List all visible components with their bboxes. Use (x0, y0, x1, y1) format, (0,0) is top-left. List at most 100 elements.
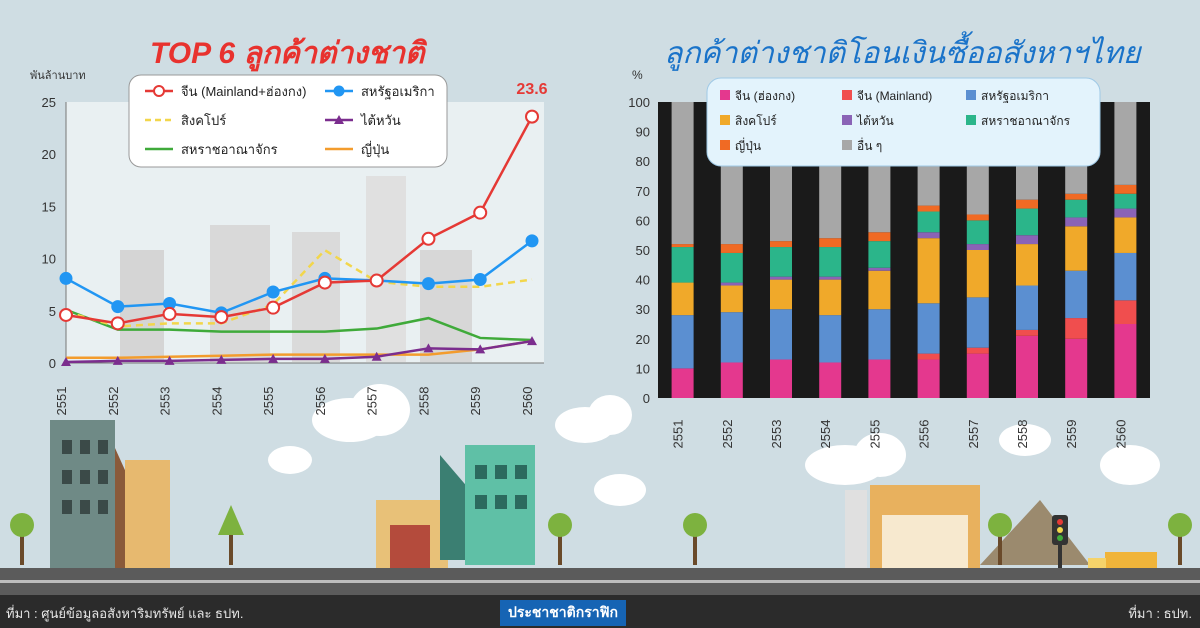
bar-segment-s_hk (770, 359, 792, 398)
bar-legend-label-s_sg: สิงคโปร์ (735, 114, 777, 128)
bar-segment-s_cn (1065, 318, 1088, 339)
bar-segment-s_sg (966, 250, 989, 298)
bar-legend-label-s_other: อื่น ๆ (857, 137, 882, 153)
bar-legend-label-s_us: สหรัฐอเมริกา (981, 89, 1049, 103)
bar-segment-s_cn (1016, 329, 1038, 336)
max-value-annotation: 23.6 (516, 81, 547, 98)
road (0, 568, 1200, 596)
bar-segment-s_jp (868, 232, 891, 242)
bar-segment-s_tw (966, 244, 989, 250)
legend-label-uk: สหราชอาณาจักร (181, 142, 278, 157)
bar-segment-s_us (1114, 252, 1137, 301)
bar-segment-s_uk (868, 241, 891, 268)
y-tick-label: 20 (42, 147, 56, 162)
bar-segment-s_us (966, 297, 989, 348)
data-point-china (162, 306, 177, 321)
bar-y-tick-label: 70 (636, 184, 650, 199)
x-tick-label: 2553 (158, 387, 173, 416)
buildings (50, 420, 1090, 570)
bar-segment-s_us (819, 315, 842, 363)
x-tick-label: 2551 (54, 387, 69, 416)
data-point-usa (163, 296, 177, 310)
bar-segment-s_uk (819, 247, 842, 277)
sky-clouds (268, 384, 1160, 506)
bar-legend-label-s_jp: ญี่ปุ่น (735, 137, 761, 154)
legend-label-singapore: สิงคโปร์ (181, 113, 226, 128)
y-tick-label: 25 (42, 95, 56, 110)
bar-y-tick-label: 10 (636, 361, 650, 376)
bar-x-tick-label: 2551 (671, 420, 686, 449)
bar-segment-s_uk (966, 220, 989, 245)
legend-label-taiwan: ไต้หวัน (360, 113, 401, 128)
data-point-china (473, 205, 488, 220)
legend-marker-china (153, 85, 165, 97)
bar-segment-s_us (770, 309, 792, 360)
bar-segment-s_us (671, 315, 694, 369)
data-point-china (59, 307, 73, 322)
x-tick-label: 2552 (106, 387, 121, 416)
bar-segment-s_cn (966, 347, 989, 354)
bar-segment-s_tw (1016, 235, 1038, 245)
bar-segment-s_us (1016, 285, 1038, 330)
bar-segment-s_tw (1114, 208, 1137, 218)
bar-segment-s_jp (720, 244, 743, 253)
data-point-usa (473, 272, 487, 286)
data-point-china (369, 273, 384, 288)
traffic-light (1052, 515, 1068, 570)
bar-segment-s_sg (770, 279, 792, 310)
legend-label-china: จีน (Mainland+ฮ่องกง) (181, 84, 307, 99)
data-point-taiwan (268, 353, 279, 363)
y-tick-label: 5 (49, 304, 56, 319)
legend-marker-taiwan (334, 115, 344, 124)
bar-segment-s_jp (917, 205, 940, 212)
data-point-china (214, 310, 229, 325)
bar-segment-s_hk (1016, 335, 1038, 398)
bar-segment-s_sg (720, 285, 743, 313)
data-point-taiwan (112, 355, 123, 365)
bar-segment-s_uk (1065, 199, 1088, 218)
bar-segment-s_hk (1065, 338, 1088, 398)
bar-x-tick-label: 2552 (720, 420, 735, 449)
x-tick-label: 2555 (261, 387, 276, 416)
bar-segment-s_uk (1114, 193, 1137, 209)
bar-legend-swatch-s_jp (720, 140, 730, 150)
bar-legend-label-s_tw: ไต้หวัน (856, 114, 894, 128)
bar-y-tick-label: 0 (643, 391, 650, 406)
line-chart: พันล้านบาท 0 5 10 15 20 25 2551 2552 2553 2554 25… (30, 70, 548, 416)
data-point-usa (59, 271, 73, 285)
bar-x-tick-label: 2559 (1064, 420, 1079, 449)
data-point-taiwan (216, 354, 227, 364)
bar-segment-s_tw (1065, 217, 1088, 227)
bar-segment-s_hk (1114, 324, 1137, 398)
y-axis-label: พันล้านบาท (30, 70, 86, 82)
left-chart-title: TOP 6 ลูกค้าต่างชาติ (150, 37, 425, 70)
x-tick-label: 2558 (416, 387, 431, 416)
bar-segment-s_sg (1016, 244, 1038, 286)
bar-segment-s_tw (819, 276, 842, 280)
bar-segment-s_cn (917, 353, 940, 360)
bar-y-tick-label: 50 (636, 243, 650, 258)
bar-segment-s_uk (770, 247, 792, 277)
bar-segment-s_jp (1065, 193, 1088, 200)
series-line-taiwan (65, 339, 533, 364)
bar-segment-s_hk (868, 359, 891, 398)
y-tick-label: 0 (49, 356, 56, 371)
bar-segment-s_jp (1016, 199, 1038, 209)
bar-segment-s_uk (917, 211, 940, 233)
stacked-bar-chart: % 0 10 20 30 40 50 60 70 80 90 100 2551 2552 2553 255… (628, 68, 1150, 449)
series-line-uk (65, 308, 533, 342)
bar-segment-s_hk (819, 362, 842, 398)
bar-legend: จีน (ฮ่องกง) จีน (Mainland) สหรัฐอเมริกาสิ… (706, 77, 1101, 167)
bar-segment-s_tw (917, 232, 940, 239)
bar-x-tick-label: 2558 (1015, 420, 1030, 449)
bar-legend-swatch-s_cn (842, 90, 852, 100)
data-point-usa (525, 234, 539, 248)
trees (10, 505, 1192, 565)
bar-x-tick-label: 2557 (966, 420, 981, 449)
series-line-usa (65, 239, 533, 315)
data-point-taiwan (423, 343, 434, 353)
bar-y-tick-label: 90 (636, 125, 650, 140)
bar-segment-s_tw (770, 276, 792, 280)
